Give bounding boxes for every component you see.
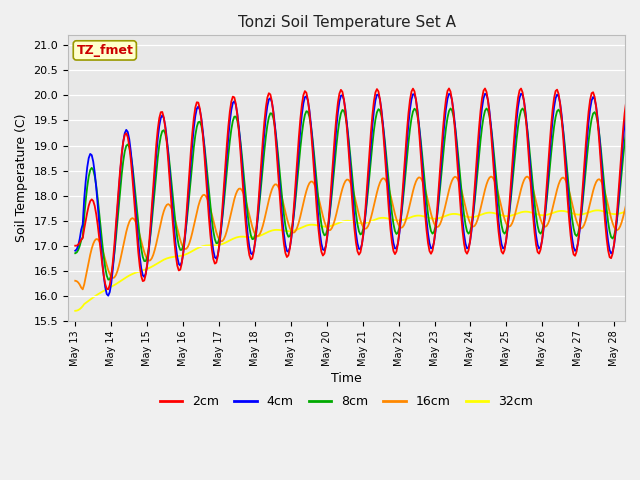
Line: 4cm: 4cm [76,94,640,296]
16cm [524,174,531,180]
4cm [369,122,376,128]
2cm [445,85,453,91]
4cm [111,250,118,256]
32cm [367,218,375,224]
4cm [483,92,490,97]
X-axis label: Time: Time [331,372,362,385]
Legend: 2cm, 4cm, 8cm, 16cm, 32cm: 2cm, 4cm, 8cm, 16cm, 32cm [155,390,538,413]
4cm [104,293,112,299]
8cm [104,277,112,283]
4cm [570,244,577,250]
8cm [91,173,99,179]
8cm [369,141,376,147]
32cm [72,308,79,314]
16cm [79,287,86,292]
4cm [91,170,99,176]
4cm [517,91,525,96]
2cm [72,243,79,249]
16cm [92,236,100,242]
8cm [570,226,577,231]
32cm [109,283,116,289]
32cm [481,210,489,216]
32cm [567,210,575,216]
Line: 8cm: 8cm [76,108,640,280]
Text: TZ_fmet: TZ_fmet [76,44,133,57]
Y-axis label: Soil Temperature (C): Soil Temperature (C) [15,114,28,242]
32cm [91,293,99,299]
Line: 32cm: 32cm [76,210,640,311]
2cm [570,252,577,257]
Line: 2cm: 2cm [76,88,640,289]
16cm [369,209,376,215]
32cm [630,207,637,213]
2cm [91,203,99,209]
Line: 16cm: 16cm [76,177,640,289]
8cm [72,251,79,256]
Title: Tonzi Soil Temperature Set A: Tonzi Soil Temperature Set A [237,15,456,30]
2cm [104,287,112,292]
16cm [570,207,577,213]
4cm [72,248,79,253]
16cm [483,181,490,187]
2cm [369,112,376,118]
8cm [484,108,492,113]
8cm [483,106,490,111]
16cm [72,278,79,284]
2cm [484,98,492,104]
8cm [111,252,118,257]
16cm [111,275,118,280]
2cm [111,243,118,249]
